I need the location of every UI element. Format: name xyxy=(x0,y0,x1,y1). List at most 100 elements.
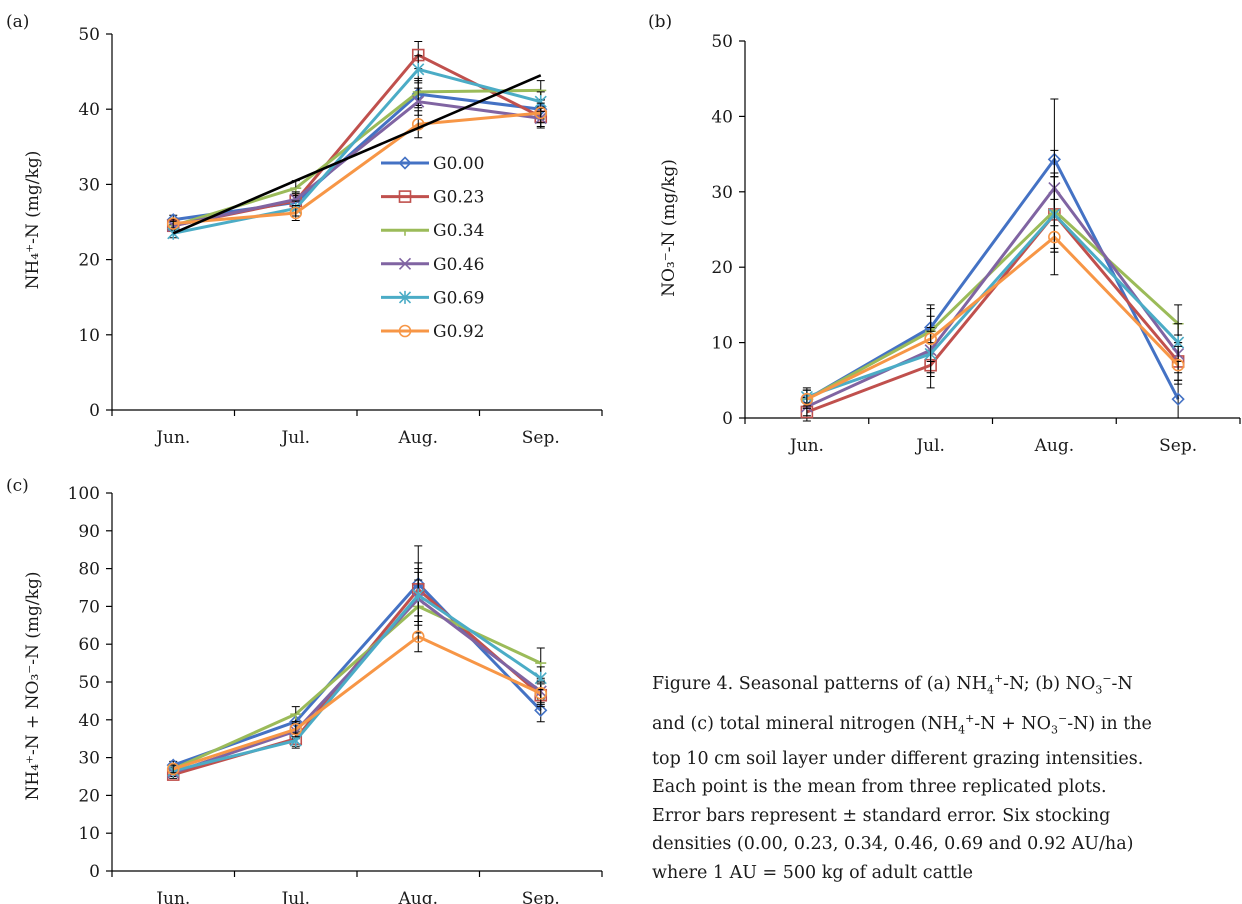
legend-marker xyxy=(398,257,412,270)
x-tick-label: Sep. xyxy=(522,889,560,904)
caption-line-3: top 10 cm soil layer under different gra… xyxy=(652,748,1144,769)
error-bar xyxy=(1174,345,1183,385)
y-tick-label: 30 xyxy=(78,749,100,769)
y-tick-label: 10 xyxy=(78,824,100,844)
x-tick-label: Jun. xyxy=(788,436,824,456)
error-bar xyxy=(1174,379,1183,419)
y-tick-label: 90 xyxy=(78,522,100,542)
error-bar xyxy=(1050,198,1059,276)
series-line xyxy=(172,597,542,775)
y-tick-label: 30 xyxy=(78,175,100,195)
x-tick-label: Aug. xyxy=(1034,436,1075,456)
legend-item-G0.46: G0.46 xyxy=(381,255,484,275)
y-tick-label: 80 xyxy=(78,560,100,580)
legend-label: G0.92 xyxy=(433,322,484,342)
y-tick-label: 0 xyxy=(722,409,733,429)
axes-b: 0 10 20 30 40 50 Jun. Jul. Aug. Sep. xyxy=(711,32,1241,456)
series-layer-c xyxy=(166,545,548,781)
x-tick-label: Jun. xyxy=(154,428,190,448)
y-tick-label: 0 xyxy=(89,862,100,882)
error-bar xyxy=(414,621,423,653)
data-point xyxy=(290,713,302,720)
axes-c: 0 10 20 30 40 50 60 70 80 90 100 Jun. Jul. Aug. Sep. xyxy=(68,484,603,904)
series-G0.92 xyxy=(800,198,1185,409)
y-tick-label: 0 xyxy=(89,401,100,421)
data-point xyxy=(534,106,548,120)
error-bar xyxy=(536,681,545,706)
y-axis-label-c: NH₄⁺-N + NO₃⁻-N (mg/kg) xyxy=(23,572,43,801)
legend-label: G0.00 xyxy=(433,154,484,174)
series-layer-a xyxy=(166,41,548,240)
data-point xyxy=(924,332,937,346)
caption-line-6: densities (0.00, 0.23, 0.34, 0.46, 0.69 … xyxy=(652,834,1134,855)
series-line xyxy=(172,582,542,767)
y-tick-label: 10 xyxy=(78,326,100,346)
axes-a: 0 10 20 30 40 50 Jun. Jul. Aug. Sep. xyxy=(78,25,603,448)
series-line xyxy=(172,604,542,771)
y-tick-label: 50 xyxy=(78,25,100,45)
data-point xyxy=(1048,230,1061,244)
panel-a: (a) NH₄⁺-N (mg/kg) 0 10 20 30 40 50 Jun. Jul. Au… xyxy=(6,12,603,448)
data-point xyxy=(412,95,425,108)
error-bar xyxy=(169,764,178,774)
series-line xyxy=(806,212,1180,399)
caption-line-4: Each point is the mean from three replic… xyxy=(652,777,1107,798)
y-tick-label: 60 xyxy=(78,635,100,655)
data-point xyxy=(166,762,180,776)
legend-marker xyxy=(398,190,412,203)
error-bar xyxy=(414,110,423,139)
trend-line xyxy=(172,74,542,235)
x-tick-label: Jul. xyxy=(914,436,945,456)
y-tick-label: 40 xyxy=(711,107,733,127)
x-tick-label: Jul. xyxy=(279,428,310,448)
caption-line-7: where 1 AU = 500 kg of adult cattle xyxy=(652,862,974,883)
legend-marker xyxy=(399,229,411,236)
series-layer-b xyxy=(800,98,1185,422)
x-tick-label: Sep. xyxy=(1159,436,1197,456)
series-line xyxy=(806,235,1180,401)
legend-marker xyxy=(398,324,412,338)
data-point xyxy=(289,722,303,736)
y-tick-label: 20 xyxy=(78,251,100,271)
y-tick-label: 10 xyxy=(711,334,733,354)
series-G0.92 xyxy=(166,102,548,230)
legend-label: G0.46 xyxy=(433,255,484,275)
series-line xyxy=(172,100,541,228)
data-point xyxy=(534,703,548,717)
legend-a: G0.00 G0.23 G0.34 G0.46 G0.69 G0.92 xyxy=(381,154,484,342)
data-point xyxy=(800,392,814,406)
data-point xyxy=(412,62,425,76)
caption-line-1: Figure 4. Seasonal patterns of (a) NH4+-… xyxy=(652,672,1133,697)
legend-marker xyxy=(398,156,412,170)
series-line xyxy=(173,92,541,222)
panel-label-b: (b) xyxy=(648,12,672,32)
data-point xyxy=(411,630,425,643)
x-tick-label: Jun. xyxy=(154,889,190,904)
panel-label-a: (a) xyxy=(6,12,29,32)
legend-item-G0.23: G0.23 xyxy=(381,188,484,208)
y-tick-label: 40 xyxy=(78,711,100,731)
x-tick-label: Aug. xyxy=(397,428,438,448)
panel-label-c: (c) xyxy=(6,476,29,496)
legend-label: G0.34 xyxy=(433,221,484,241)
data-point xyxy=(1171,392,1185,406)
y-tick-label: 100 xyxy=(68,484,100,504)
y-tick-label: 50 xyxy=(78,673,100,693)
data-point xyxy=(534,687,548,700)
x-tick-label: Jul. xyxy=(279,889,310,904)
y-tick-label: 40 xyxy=(78,100,100,120)
caption-line-5: Error bars represent ± standard error. S… xyxy=(652,805,1111,826)
y-axis-label-b: NO₃⁻-N (mg/kg) xyxy=(659,159,679,297)
panel-c: (c) NH₄⁺-N + NO₃⁻-N (mg/kg) 0 10 20 30 40 50 6… xyxy=(6,476,603,904)
series-line xyxy=(172,635,542,771)
x-tick-label: Aug. xyxy=(397,889,438,904)
series-line xyxy=(806,186,1180,409)
panel-b: (b) NO₃⁻-N (mg/kg) 0 10 20 30 40 50 Jun. Jul. Au… xyxy=(648,12,1241,456)
series-line xyxy=(172,67,542,235)
legend-item-G0.00: G0.00 xyxy=(381,154,484,174)
y-tick-label: 20 xyxy=(78,786,100,806)
error-bar xyxy=(926,315,935,362)
x-tick-label: Sep. xyxy=(522,428,560,448)
y-tick-label: 50 xyxy=(711,32,733,52)
